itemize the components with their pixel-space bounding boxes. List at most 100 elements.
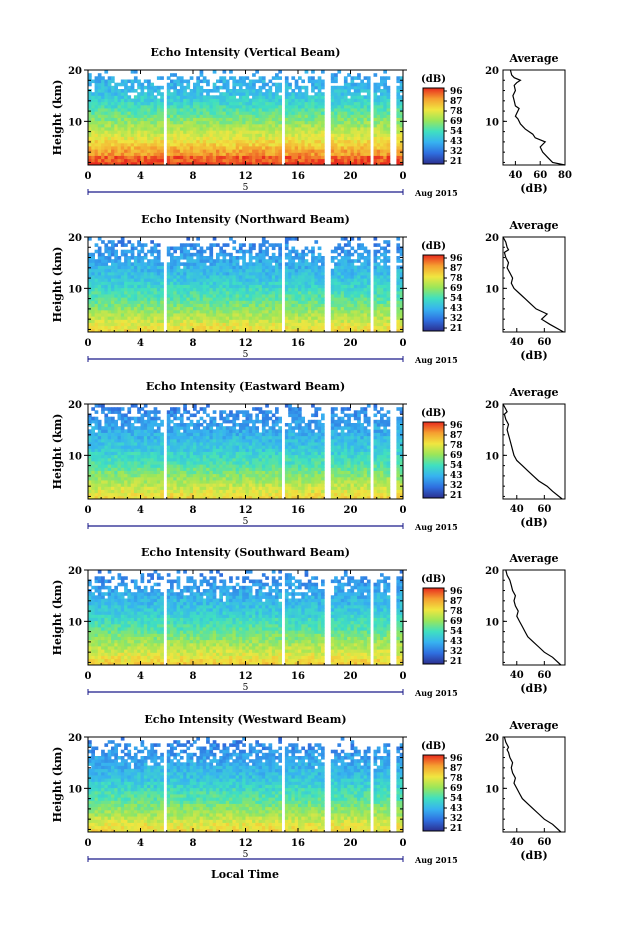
heatmap-cell	[209, 243, 214, 247]
heatmap-cell	[399, 246, 404, 251]
heatmap-cell	[396, 76, 401, 80]
heatmap-cell	[258, 252, 263, 257]
heatmap-cell	[225, 297, 230, 301]
heatmap-cell	[153, 309, 158, 314]
heatmap-cell	[111, 85, 115, 90]
heatmap-cell	[130, 300, 135, 304]
heatmap-cell	[216, 89, 220, 93]
heatmap-cell	[275, 120, 279, 125]
heatmap-cell	[321, 328, 325, 333]
heatmap-cell	[317, 259, 322, 263]
heatmap-cell	[176, 495, 181, 500]
heatmap-cell	[261, 79, 266, 84]
heatmap-cell	[232, 278, 237, 282]
heatmap-cell	[265, 325, 269, 330]
heatmap-cell	[219, 316, 223, 320]
heatmap-cell	[229, 278, 233, 282]
heatmap-cell	[179, 294, 184, 298]
heatmap-cell	[252, 278, 256, 282]
heatmap-cell	[153, 114, 158, 118]
panels-layer: Echo Intensity (Vertical Beam)2010Height…	[51, 46, 572, 865]
heatmap-cell	[252, 136, 256, 141]
heatmap-cell	[88, 79, 92, 84]
heatmap-cell	[311, 111, 315, 115]
heatmap-cell	[124, 114, 128, 118]
heatmap-cell	[242, 161, 246, 166]
heatmap-cell	[88, 95, 92, 99]
heatmap-cell	[212, 303, 217, 308]
heatmap-cell	[304, 278, 309, 282]
heatmap-cell	[271, 127, 276, 131]
heatmap-cell	[137, 319, 141, 323]
heatmap-cell	[111, 278, 115, 282]
heatmap-cell	[363, 268, 368, 273]
heatmap-cell	[265, 142, 269, 147]
heatmap-cell	[206, 303, 210, 308]
heatmap-cell	[396, 313, 401, 317]
heatmap-cell	[107, 76, 112, 80]
x-tick-label: 8	[190, 338, 197, 349]
heatmap-cell	[186, 290, 191, 295]
heatmap-cell	[396, 284, 401, 289]
heatmap-cell	[137, 130, 141, 134]
heatmap-cell	[206, 130, 210, 134]
heatmap-cell	[101, 111, 105, 115]
heatmap-cell	[216, 278, 220, 282]
heatmap-cell	[179, 268, 184, 273]
heatmap-cell	[202, 256, 207, 260]
heatmap-cell	[396, 319, 401, 323]
heatmap-cell	[284, 146, 289, 150]
heatmap-cell	[357, 98, 361, 103]
heatmap-cell	[380, 146, 384, 150]
heatmap-cell	[189, 262, 194, 266]
heatmap-cell	[278, 325, 282, 330]
heatmap-cell	[235, 104, 240, 109]
heatmap-cell	[143, 117, 148, 122]
heatmap-cell	[307, 161, 312, 166]
heatmap-cell	[284, 322, 289, 327]
heatmap-cell	[179, 133, 184, 137]
heatmap-cell	[179, 249, 184, 254]
heatmap-cell	[219, 322, 223, 327]
heatmap-cell	[150, 300, 154, 304]
heatmap-cell	[386, 98, 391, 103]
heatmap-cell	[386, 127, 391, 131]
heatmap-cell	[133, 319, 138, 323]
heatmap-cell	[301, 136, 305, 141]
heatmap-cell	[366, 108, 371, 112]
heatmap-cell	[193, 495, 197, 500]
heatmap-cell	[156, 89, 161, 93]
heatmap-cell	[130, 142, 135, 147]
heatmap-cell	[366, 133, 371, 137]
heatmap-cell	[199, 278, 204, 282]
heatmap-cell	[222, 104, 227, 109]
heatmap-cell	[137, 328, 141, 333]
heatmap-cell	[366, 89, 371, 93]
heatmap-cell	[330, 76, 335, 80]
heatmap-cell	[255, 306, 259, 311]
heatmap-cell	[196, 152, 200, 156]
heatmap-cell	[288, 256, 292, 260]
heatmap-cell	[235, 149, 240, 153]
heatmap-cell	[153, 262, 158, 266]
heatmap-cell	[124, 262, 128, 266]
heatmap-cell	[242, 146, 246, 150]
heatmap-cell	[143, 284, 148, 289]
heatmap-cell	[202, 325, 207, 330]
heatmap-cell	[143, 297, 148, 301]
heatmap-cell	[235, 82, 240, 87]
heatmap-cell	[357, 278, 361, 282]
heatmap-cell	[334, 265, 338, 270]
heatmap-cell	[343, 281, 348, 285]
heatmap-cell	[360, 149, 364, 153]
heatmap-cell	[238, 142, 243, 147]
heatmap-cell	[330, 249, 335, 254]
heatmap-cell	[156, 142, 161, 147]
heatmap-cell	[202, 123, 207, 128]
heatmap-cell	[360, 313, 364, 317]
heatmap-cell	[91, 294, 95, 298]
heatmap-cell	[245, 117, 250, 122]
heatmap-cell	[120, 303, 125, 308]
heatmap-cell	[304, 146, 309, 150]
heatmap-cell	[183, 152, 187, 156]
